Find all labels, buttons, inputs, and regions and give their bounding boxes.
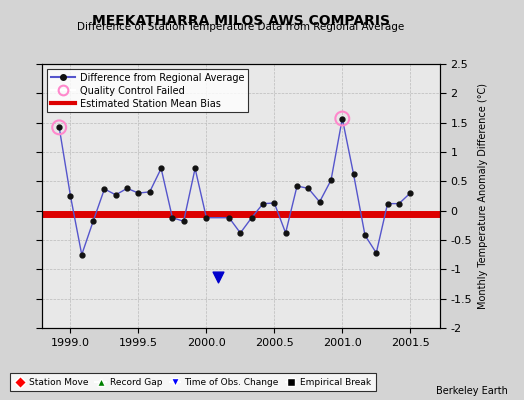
Text: MEEKATHARRA MILOS AWS COMPARIS: MEEKATHARRA MILOS AWS COMPARIS	[92, 14, 390, 28]
Point	[338, 115, 346, 122]
Point	[55, 124, 63, 130]
Y-axis label: Monthly Temperature Anomaly Difference (°C): Monthly Temperature Anomaly Difference (…	[478, 83, 488, 309]
Legend: Difference from Regional Average, Quality Control Failed, Estimated Station Mean: Difference from Regional Average, Qualit…	[47, 69, 248, 112]
Point	[213, 274, 222, 280]
Text: Berkeley Earth: Berkeley Earth	[436, 386, 508, 396]
Text: Difference of Station Temperature Data from Regional Average: Difference of Station Temperature Data f…	[78, 22, 405, 32]
Legend: Station Move, Record Gap, Time of Obs. Change, Empirical Break: Station Move, Record Gap, Time of Obs. C…	[10, 374, 376, 392]
